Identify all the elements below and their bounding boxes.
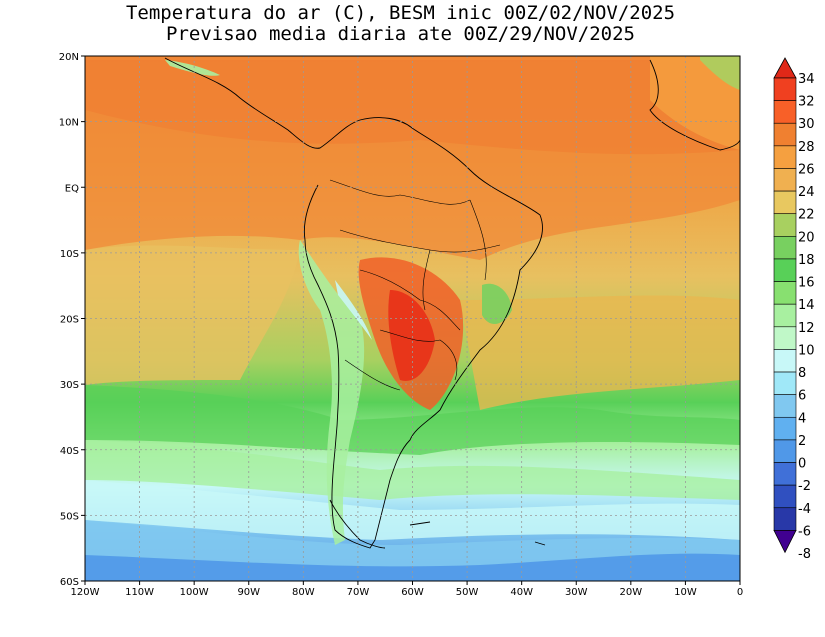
colorbar-label: 34 [798,72,815,87]
lon-tick-label: 100W [180,587,209,598]
lat-tick-label: 20S [60,315,79,326]
colorbar-label: 18 [798,253,815,268]
longitude-axis: 120W 110W 100W 90W 80W 70W 60W 50W 40W 30W 20W 10W 0 [71,581,743,598]
colorbar-swatch [773,394,797,418]
colorbar-label: 8 [798,366,806,381]
colorbar-label: 20 [798,230,815,245]
colorbar-label: 6 [798,389,806,404]
colorbar-swatch [773,439,797,463]
colorbar-swatch [773,326,797,350]
colorbar-label: 32 [798,95,815,110]
colorbar-swatch [773,145,797,169]
lon-tick-label: 70W [347,587,370,598]
lon-tick-label: 10W [674,587,697,598]
colorbar-label: 0 [798,457,806,472]
lon-tick-label: 30W [565,587,588,598]
lat-tick-label: EQ [65,183,79,194]
colorbar-label: -6 [798,524,811,539]
lon-tick-label: 60W [401,587,424,598]
lat-tick-label: 10N [59,118,79,129]
lon-tick-label: 0 [737,587,743,598]
colorbar-label: 16 [798,276,815,291]
lon-tick-label: 80W [292,587,315,598]
colorbar-swatch [773,258,797,282]
colorbar-swatch [773,100,797,124]
colorbar-label: 4 [798,411,806,426]
colorbar-swatch [773,462,797,486]
lon-tick-label: 50W [456,587,479,598]
colorbar-label: 30 [798,117,815,132]
lon-tick-label: 120W [71,587,100,598]
colorbar-swatch [773,507,797,531]
colorbar-swatch [773,303,797,328]
colorbar-min-arrow [773,529,797,554]
colorbar-swatch [773,416,797,441]
lat-tick-label: 40S [60,446,79,457]
map-title-line2: Previsao media diaria ate 00Z/29/NOV/202… [166,23,635,45]
colorbar-label: 10 [798,343,815,358]
colorbar-label: 24 [798,185,815,200]
country-borders [329,179,501,391]
lon-tick-label: 110W [125,587,154,598]
coastlines [164,57,740,549]
colorbar-swatch [773,122,797,147]
colorbar-swatch [773,77,797,101]
colorbar-swatch [773,484,797,509]
colorbar-label: 14 [798,298,815,313]
colorbar-swatch [773,236,797,260]
colorbar-label: 2 [798,434,806,449]
lat-tick-label: 60S [60,577,79,588]
lat-tick-label: 10S [60,249,79,260]
graticule [85,56,740,581]
lat-tick-label: 20N [59,52,79,63]
colorbar-label: 22 [798,208,815,223]
colorbar-swatch [773,349,797,373]
colorbar-swatch [773,281,797,305]
lon-tick-label: 40W [510,587,533,598]
colorbar-label: 26 [798,162,815,177]
colorbar-swatch [773,190,797,215]
colorbar-label: -2 [798,479,811,494]
latitude-axis: 20N 10N EQ 10S 20S 30S 40S 50S 60S [59,52,85,588]
colorbar-swatch [773,371,797,395]
colorbar-swatch [773,168,797,192]
lon-tick-label: 20W [620,587,643,598]
colorbar-label: -8 [798,547,811,562]
colorbar-label: 28 [798,140,815,155]
map-title-line1: Temperatura do ar (C), BESM inic 00Z/02/… [125,2,676,24]
colorbar-label: 12 [798,321,815,336]
lat-tick-label: 50S [60,511,79,522]
lon-tick-label: 90W [237,587,260,598]
colorbar-max-arrow [773,57,797,79]
colorbar-label: -4 [798,502,811,517]
lat-tick-label: 30S [60,380,79,391]
colorbar-swatch [773,213,797,237]
